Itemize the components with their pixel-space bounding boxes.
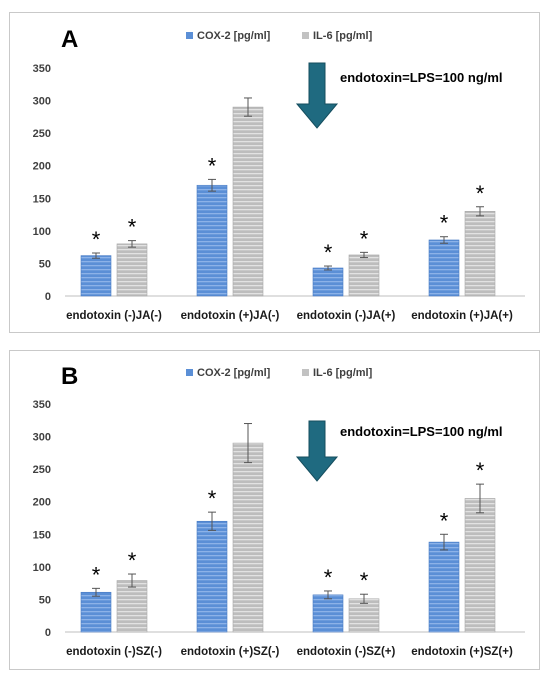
y-tick-label: 100 — [33, 562, 51, 574]
bar — [312, 267, 344, 297]
bar — [232, 442, 264, 633]
category-label: endotoxin (+)SZ(+) — [411, 646, 513, 658]
chart-marks: 0 50 100 150 200 250 300 350 * * * * * * * endotoxin (-… — [33, 399, 525, 658]
category-label: endotoxin (+)SZ(-) — [181, 646, 280, 658]
category-label: endotoxin (-)JA(-) — [66, 310, 162, 322]
y-tick-label: 200 — [33, 497, 51, 509]
legend-label: COX-2 [pg/ml] — [197, 30, 271, 42]
significance-star: * — [92, 562, 101, 587]
legend-label: COX-2 [pg/ml] — [197, 367, 271, 379]
bar — [116, 243, 148, 297]
bar — [196, 184, 228, 297]
bar — [312, 594, 344, 633]
significance-star: * — [360, 568, 369, 593]
category-label: endotoxin (+)JA(+) — [411, 310, 513, 322]
y-tick-label: 250 — [33, 464, 51, 476]
legend-swatch — [302, 32, 309, 39]
y-tick-label: 350 — [33, 63, 51, 75]
y-tick-label: 50 — [39, 258, 51, 270]
bar-chart-a: A endotoxin=LPS=100 ng/ml COX-2 [pg/ml] I… — [33, 26, 525, 322]
y-tick-label: 150 — [33, 193, 51, 205]
bar-chart-b: B endotoxin=LPS=100 ng/ml COX-2 [pg/ml] I… — [33, 363, 525, 658]
legend-swatch — [302, 369, 309, 376]
legend-label: IL-6 [pg/ml] — [313, 367, 373, 379]
y-tick-label: 300 — [33, 432, 51, 444]
category-label: endotoxin (-)JA(+) — [297, 310, 396, 322]
y-tick-label: 100 — [33, 226, 51, 238]
significance-star: * — [440, 211, 449, 236]
significance-star: * — [92, 227, 101, 252]
arrow-shape — [295, 62, 339, 129]
category-label: endotoxin (-)SZ(-) — [66, 646, 162, 658]
category-label: endotoxin (+)JA(-) — [181, 310, 280, 322]
significance-star: * — [324, 240, 333, 265]
legend: COX-2 [pg/ml] IL-6 [pg/ml] — [186, 367, 373, 379]
significance-star: * — [360, 226, 369, 251]
significance-star: * — [208, 486, 217, 511]
significance-star: * — [128, 548, 137, 573]
category-label: endotoxin (-)SZ(+) — [297, 646, 396, 658]
significance-star: * — [476, 458, 485, 483]
legend-swatch — [186, 369, 193, 376]
legend: COX-2 [pg/ml] IL-6 [pg/ml] — [186, 30, 373, 42]
bar — [464, 211, 496, 297]
bar — [348, 254, 380, 297]
legend-swatch — [186, 32, 193, 39]
bar — [80, 591, 112, 633]
bar — [80, 255, 112, 297]
annotation-text: endotoxin=LPS=100 ng/ml — [340, 424, 503, 439]
y-tick-label: 200 — [33, 161, 51, 173]
y-tick-label: 300 — [33, 96, 51, 108]
annotation-text: endotoxin=LPS=100 ng/ml — [340, 70, 503, 85]
chart-panel-a: A endotoxin=LPS=100 ng/ml COX-2 [pg/ml] I… — [9, 12, 540, 333]
bar — [428, 239, 460, 297]
bar — [116, 580, 148, 633]
panel-label: B — [61, 363, 78, 390]
significance-star: * — [128, 215, 137, 240]
bar — [428, 541, 460, 633]
y-tick-label: 350 — [33, 399, 51, 411]
bar — [232, 106, 264, 297]
y-tick-label: 0 — [45, 627, 51, 639]
significance-star: * — [440, 508, 449, 533]
y-tick-label: 0 — [45, 291, 51, 303]
significance-star: * — [476, 181, 485, 206]
significance-star: * — [324, 565, 333, 590]
significance-star: * — [208, 153, 217, 178]
y-tick-label: 250 — [33, 128, 51, 140]
y-tick-label: 50 — [39, 594, 51, 606]
bar — [464, 498, 496, 633]
down-arrow-icon — [295, 420, 339, 482]
panel-label: A — [61, 26, 78, 53]
chart-panel-b: B endotoxin=LPS=100 ng/ml COX-2 [pg/ml] I… — [9, 350, 540, 670]
chart-marks: 0 50 100 150 200 250 300 350 * * * * * * * endotoxin (-… — [33, 63, 525, 322]
legend-label: IL-6 [pg/ml] — [313, 30, 373, 42]
bar — [196, 520, 228, 633]
down-arrow-icon — [295, 62, 339, 129]
arrow-shape — [295, 420, 339, 482]
y-tick-label: 150 — [33, 529, 51, 541]
